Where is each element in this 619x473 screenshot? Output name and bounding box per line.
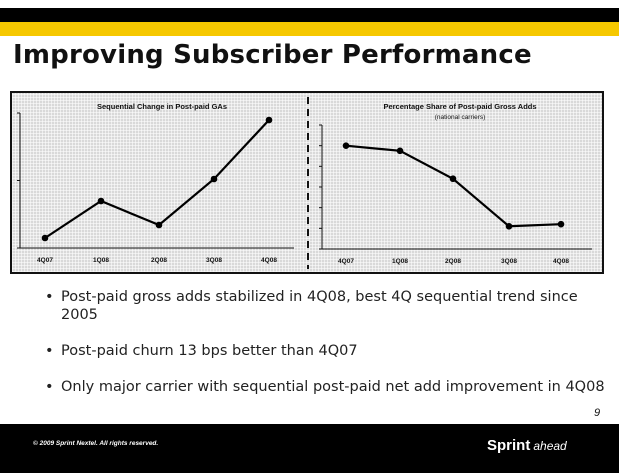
x-tick-label: 1Q08 bbox=[392, 258, 408, 265]
bullet-item: Post-paid churn 13 bps better than 4Q07 bbox=[45, 342, 605, 360]
bullet-item: Post-paid gross adds stabilized in 4Q08,… bbox=[45, 288, 605, 324]
data-point bbox=[41, 234, 49, 242]
data-point bbox=[505, 222, 513, 230]
data-point bbox=[342, 142, 350, 149]
data-point bbox=[155, 221, 163, 229]
x-tick-label: 4Q08 bbox=[261, 257, 277, 264]
data-point bbox=[210, 175, 218, 183]
chart-subtitle: (national carriers) bbox=[435, 114, 486, 121]
slide-title: Improving Subscriber Performance bbox=[13, 40, 532, 70]
x-tick-label: 1Q08 bbox=[93, 257, 109, 264]
footer-bar: © 2009 Sprint Nextel. All rights reserve… bbox=[0, 424, 619, 473]
series-line bbox=[44, 119, 270, 239]
x-tick-label: 2Q08 bbox=[151, 257, 167, 264]
x-tick-label: 4Q07 bbox=[37, 257, 53, 264]
data-point bbox=[449, 175, 457, 183]
accent-stripe bbox=[0, 22, 619, 36]
data-point bbox=[557, 220, 565, 228]
x-tick-label: 3Q08 bbox=[501, 258, 517, 265]
series-line bbox=[345, 144, 562, 228]
data-point bbox=[265, 116, 273, 124]
x-tick-label: 3Q08 bbox=[206, 257, 222, 264]
logo-brand: Sprint bbox=[487, 437, 531, 454]
copyright-text: © 2009 Sprint Nextel. All rights reserve… bbox=[33, 440, 159, 447]
data-point bbox=[396, 147, 404, 155]
x-tick-label: 4Q08 bbox=[553, 258, 569, 265]
logo-tagline: ahead bbox=[533, 439, 567, 453]
chart-title: Sequential Change in Post-paid GAs bbox=[97, 102, 227, 111]
charts-svg: Sequential Change in Post-paid GAs 4Q07 1Q… bbox=[17, 97, 592, 269]
bullet-item: Only major carrier with sequential post-… bbox=[45, 378, 605, 396]
charts-panel: Sequential Change in Post-paid GAs 4Q07 1Q… bbox=[10, 91, 604, 274]
page-number: 9 bbox=[594, 407, 601, 419]
bullet-list: Post-paid gross adds stabilized in 4Q08,… bbox=[45, 288, 605, 414]
chart-title: Percentage Share of Post-paid Gross Adds bbox=[383, 102, 536, 111]
x-tick-label: 4Q07 bbox=[338, 258, 354, 265]
data-point bbox=[97, 197, 105, 205]
x-tick-label: 2Q08 bbox=[445, 258, 461, 265]
sprint-logo: Sprint ahead bbox=[487, 437, 567, 455]
